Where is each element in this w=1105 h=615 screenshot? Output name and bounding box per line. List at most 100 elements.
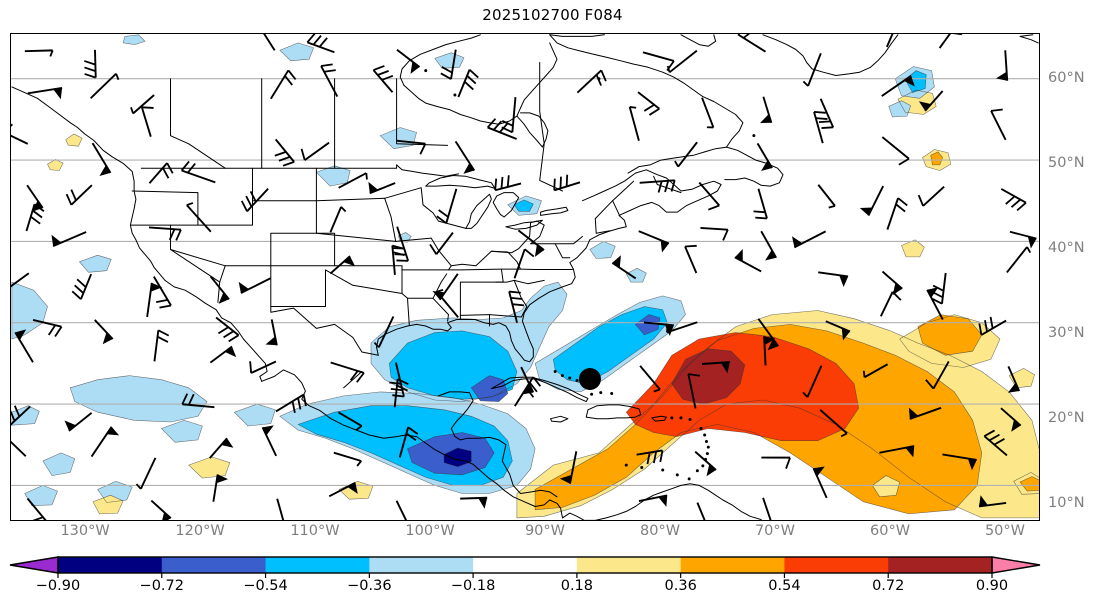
contour-fill bbox=[444, 448, 472, 467]
colorbar-band[interactable] bbox=[58, 557, 163, 573]
wind-barb bbox=[792, 230, 827, 249]
barb-shaft bbox=[864, 363, 889, 379]
barb-half bbox=[355, 425, 363, 431]
barb-shaft bbox=[396, 226, 410, 262]
barb-full bbox=[166, 162, 174, 174]
wind-barb bbox=[391, 244, 405, 275]
barb-shaft bbox=[26, 184, 44, 209]
wind-barb bbox=[817, 184, 836, 209]
barb-shaft bbox=[320, 65, 339, 98]
barb-shaft bbox=[762, 497, 772, 520]
barb-full bbox=[175, 229, 182, 241]
barb-half bbox=[49, 50, 54, 57]
wind-barb bbox=[576, 69, 607, 94]
barb-shaft bbox=[813, 111, 824, 144]
map-plot-area[interactable] bbox=[10, 33, 1040, 521]
colorbar-band[interactable] bbox=[784, 557, 889, 573]
colorbar-band[interactable] bbox=[473, 557, 578, 573]
barb-shaft bbox=[209, 275, 230, 300]
wind-barb bbox=[514, 376, 542, 407]
contour-line bbox=[160, 420, 203, 443]
barb-shaft bbox=[684, 246, 698, 274]
barb-full bbox=[659, 450, 664, 463]
geo-line bbox=[401, 293, 410, 326]
barb-full bbox=[181, 393, 189, 405]
barb-half bbox=[135, 483, 142, 490]
barb-full bbox=[436, 215, 447, 224]
barb-full bbox=[249, 190, 257, 203]
barb-shaft bbox=[666, 321, 698, 334]
colorbar-tick-label: −0.36 bbox=[347, 578, 392, 594]
barb-pennant bbox=[410, 61, 420, 74]
barb-shaft bbox=[514, 376, 535, 407]
geo-line bbox=[384, 187, 467, 229]
barb-pennant bbox=[51, 234, 62, 247]
wind-barb bbox=[996, 50, 1009, 81]
geo-line bbox=[425, 175, 496, 189]
wind-barb bbox=[1007, 366, 1021, 393]
geo-line bbox=[554, 243, 571, 259]
barb-shaft bbox=[182, 403, 215, 409]
colorbar-band[interactable] bbox=[576, 557, 682, 573]
colorbar[interactable]: −0.90 −0.72 −0.54 −0.36 −0.18 0.18 0.36 0.54 0.7… bbox=[0, 548, 1105, 608]
barb-full bbox=[493, 120, 503, 131]
wind-barb bbox=[300, 141, 330, 161]
geo-line bbox=[270, 265, 403, 307]
contour-line-layer bbox=[11, 34, 1039, 519]
barb-full bbox=[396, 384, 408, 392]
barb-full bbox=[932, 284, 944, 292]
contour-fill bbox=[70, 375, 207, 422]
colorbar-extend-max[interactable] bbox=[991, 556, 1041, 574]
barb-full bbox=[553, 178, 556, 191]
geo-line bbox=[550, 415, 569, 423]
wind-barb bbox=[276, 498, 285, 520]
lat-tick-label: 50°N bbox=[1048, 155, 1085, 171]
colorbar-band[interactable] bbox=[369, 557, 474, 573]
wind-barb bbox=[494, 175, 522, 192]
barb-pennant bbox=[813, 466, 825, 477]
lon-tick-label: 130°W bbox=[60, 523, 110, 539]
wind-barb bbox=[696, 502, 706, 520]
colorbar-extend-min[interactable] bbox=[9, 556, 59, 574]
barb-pennant bbox=[905, 446, 915, 458]
wind-barb bbox=[931, 272, 947, 305]
colorbar-band[interactable] bbox=[265, 557, 370, 573]
barb-full bbox=[274, 150, 287, 157]
barb-full bbox=[284, 75, 293, 86]
colorbar-tick-label: 0.54 bbox=[768, 578, 801, 594]
contour-fill bbox=[24, 485, 58, 506]
barb-pennant bbox=[764, 336, 776, 346]
storm-center-dot[interactable] bbox=[578, 368, 601, 391]
contour-line bbox=[513, 199, 534, 212]
barb-shaft bbox=[1006, 246, 1028, 274]
colorbar-band[interactable] bbox=[888, 557, 993, 573]
barb-shaft bbox=[642, 51, 675, 62]
barb-full bbox=[419, 143, 427, 155]
barb-full bbox=[13, 405, 21, 417]
barb-full bbox=[318, 37, 328, 48]
wind-barb bbox=[146, 282, 163, 318]
colorbar-tick-label: −0.54 bbox=[243, 578, 288, 594]
colorbar-band[interactable] bbox=[161, 557, 266, 573]
wind-barb bbox=[153, 276, 172, 309]
geo-line bbox=[492, 192, 520, 218]
barb-pennant bbox=[265, 336, 277, 346]
barb-half bbox=[629, 106, 637, 109]
barb-full bbox=[512, 303, 525, 307]
wind-barb bbox=[14, 329, 34, 363]
wind-barb bbox=[436, 188, 458, 224]
barb-shaft bbox=[11, 440, 27, 457]
wind-barb bbox=[94, 319, 114, 345]
wind-barb bbox=[436, 288, 459, 318]
barb-full bbox=[501, 120, 514, 127]
barb-shaft bbox=[881, 136, 910, 160]
barb-half bbox=[340, 206, 347, 213]
barb-full bbox=[300, 148, 306, 161]
wind-barb bbox=[486, 118, 517, 140]
wind-barb bbox=[666, 321, 698, 334]
colorbar-band[interactable] bbox=[680, 557, 785, 573]
barb-full bbox=[405, 432, 417, 442]
barb-pennant bbox=[903, 75, 915, 87]
barb-shaft bbox=[867, 185, 885, 216]
barb-pennant bbox=[1007, 382, 1020, 393]
